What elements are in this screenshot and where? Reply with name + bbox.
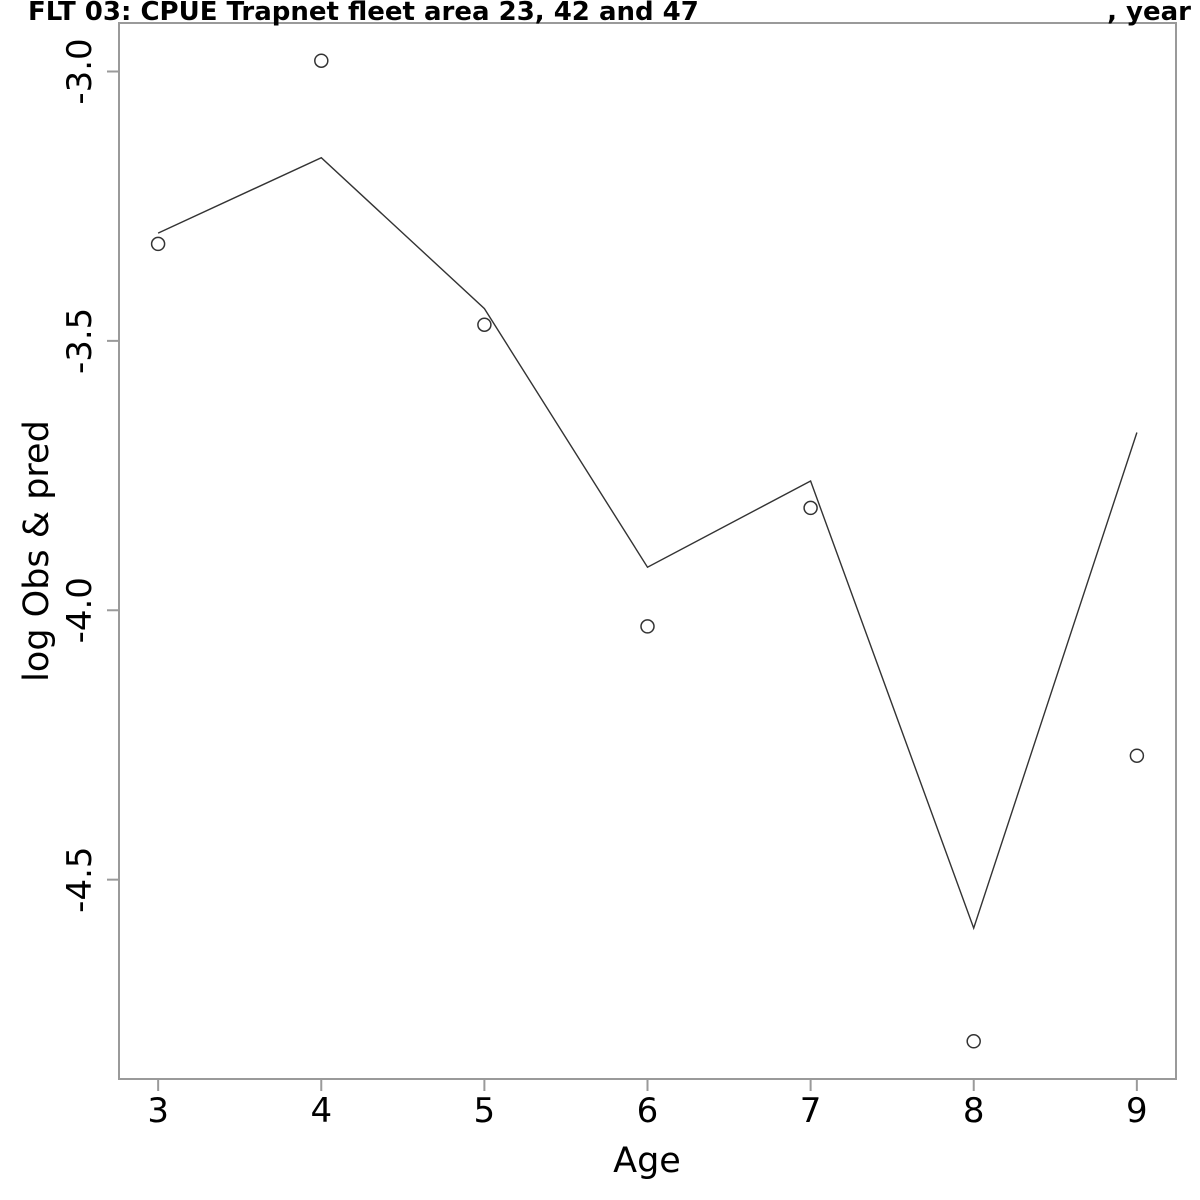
x-axis-tick-label: 9	[1126, 1091, 1148, 1131]
chart-title-year-suffix: , year	[1107, 0, 1191, 27]
prediction-line	[157, 156, 1138, 931]
observation-point	[314, 53, 329, 68]
observation-point	[803, 500, 818, 516]
observation-point	[477, 317, 492, 332]
x-axis-title: Age	[613, 1141, 681, 1181]
y-axis-ticks: -3.0 -3.5 -4.0 -4.5	[60, 38, 119, 913]
x-axis-ticks: 3 4 5 6 7 8 9	[147, 1079, 1148, 1131]
y-axis-tick-label: -3.0	[60, 38, 100, 104]
y-axis-tick-label: -4.5	[60, 846, 100, 912]
plot-box	[118, 22, 1177, 1080]
x-axis-tick-label: 6	[637, 1091, 659, 1131]
x-axis-tick-label: 8	[963, 1091, 985, 1131]
chart-title: FLT 03: CPUE Trapnet fleet area 23, 42 a…	[28, 0, 699, 27]
data-series-layer	[150, 53, 1145, 1049]
observation-point	[640, 619, 655, 634]
observation-point	[966, 1034, 981, 1049]
y-axis-tick-label: -3.5	[60, 308, 100, 374]
x-axis-tick-label: 5	[474, 1091, 496, 1131]
x-axis-tick-label: 7	[800, 1091, 822, 1131]
x-axis-tick-label: 3	[147, 1091, 169, 1131]
y-axis-title: log Obs & pred	[17, 420, 57, 682]
x-axis-tick-label: 4	[310, 1091, 332, 1131]
observation-point	[150, 236, 166, 252]
observation-point	[1129, 748, 1145, 763]
y-axis-tick-label: -4.0	[60, 577, 100, 643]
